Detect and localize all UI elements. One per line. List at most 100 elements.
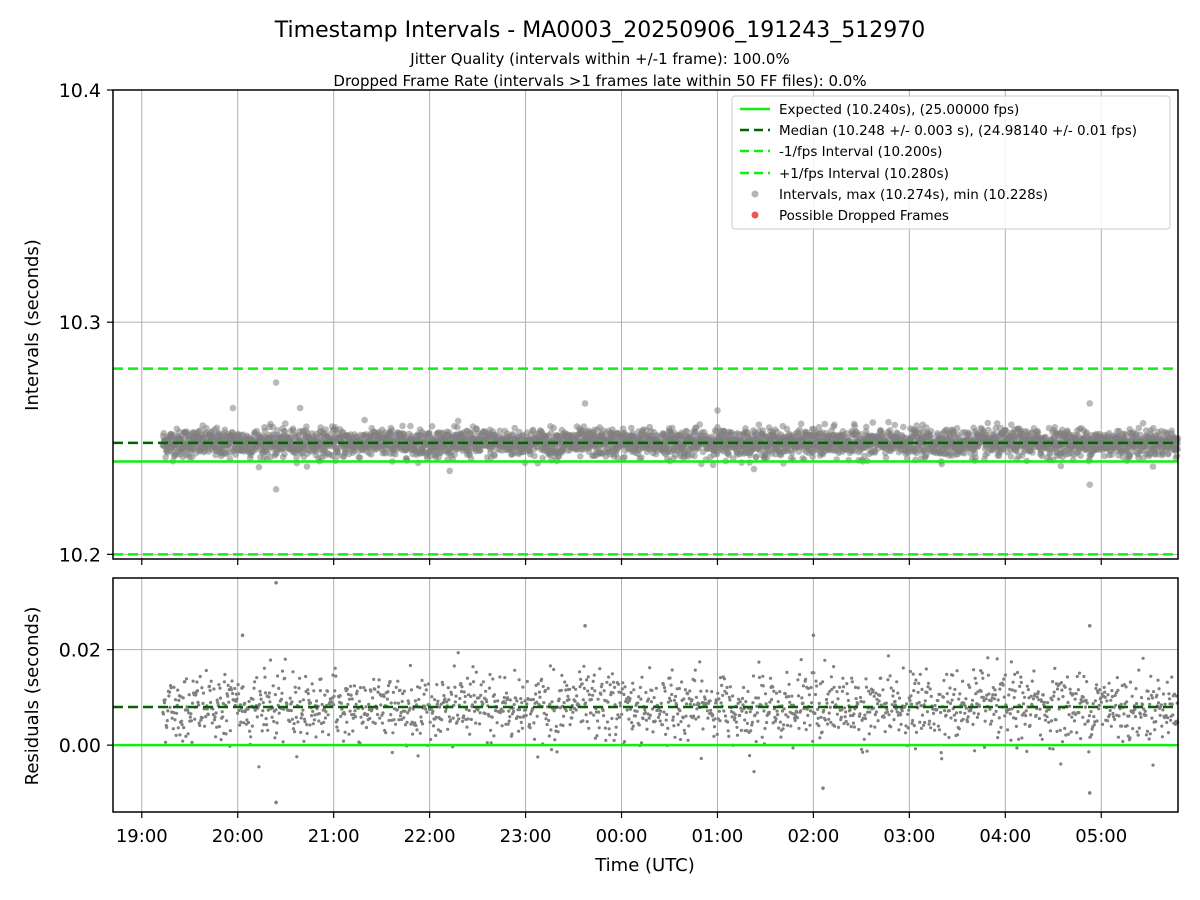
residual-point: [498, 675, 502, 679]
residual-point: [672, 698, 677, 702]
residual-point: [692, 703, 696, 707]
residual-point: [649, 700, 654, 704]
residual-point: [373, 721, 377, 726]
residual-point: [357, 699, 361, 703]
residual-point: [487, 686, 492, 690]
residual-point: [452, 664, 456, 668]
chart-subtitle-dropped: Dropped Frame Rate (intervals >1 frames …: [333, 72, 866, 90]
residual-point: [553, 738, 557, 742]
residual-point: [458, 696, 462, 701]
residual-point: [474, 721, 478, 725]
residual-point: [258, 689, 262, 694]
residual-point: [670, 668, 674, 672]
residual-point: [164, 740, 168, 744]
residual-point: [171, 727, 175, 731]
residual-point: [778, 690, 782, 694]
residual-point: [168, 705, 172, 709]
residual-point: [735, 733, 740, 737]
interval-point: [992, 425, 1000, 432]
interval-point: [857, 431, 865, 438]
residual-point: [223, 672, 227, 677]
residual-point: [671, 715, 675, 719]
residual-point: [826, 692, 830, 696]
residual-point: [597, 710, 601, 714]
residual-point: [627, 717, 631, 721]
interval-point-extreme: [272, 379, 280, 386]
residual-point: [552, 667, 556, 672]
residual-point: [630, 720, 634, 725]
residual-point: [420, 722, 425, 726]
residual-point: [613, 703, 617, 707]
residual-point: [520, 726, 525, 730]
residual-point: [402, 689, 406, 693]
residual-point: [582, 664, 586, 668]
residual-point: [354, 702, 358, 706]
residual-point: [238, 703, 242, 707]
residual-point: [373, 687, 377, 691]
residual-point: [398, 688, 402, 692]
residual-point: [777, 726, 781, 730]
residual-point: [294, 715, 298, 720]
residual-point: [349, 693, 353, 697]
residual-point: [323, 716, 327, 720]
residual-point: [423, 704, 427, 709]
residual-point: [504, 691, 509, 695]
residual-point: [796, 678, 800, 682]
residual-point: [673, 735, 677, 739]
residual-point: [306, 692, 310, 696]
residual-point: [659, 709, 663, 713]
residual-point: [665, 712, 669, 717]
interval-point: [1057, 462, 1065, 470]
residual-point: [543, 688, 548, 693]
residual-point: [752, 770, 756, 774]
interval-point: [763, 454, 771, 462]
residual-point: [308, 723, 312, 727]
interval-point: [1159, 450, 1166, 457]
residual-point: [767, 710, 772, 715]
residual-point: [695, 707, 699, 711]
residual-point: [817, 701, 821, 706]
residual-point: [281, 740, 285, 744]
residual-point: [683, 688, 688, 692]
residual-point: [797, 726, 801, 731]
residual-point: [451, 716, 455, 720]
interval-point: [255, 463, 263, 471]
residual-point: [568, 723, 572, 727]
residual-point: [434, 715, 438, 719]
residual-point: [310, 682, 314, 686]
residual-point: [176, 688, 180, 692]
residual-point: [465, 676, 470, 680]
residual-point: [768, 676, 773, 680]
residual-point: [216, 701, 220, 705]
residual-point: [602, 714, 606, 718]
interval-point: [580, 423, 588, 430]
residual-point: [430, 695, 434, 699]
residual-point: [542, 701, 546, 705]
residual-point: [470, 703, 474, 707]
residual-point: [395, 708, 399, 712]
residual-point: [394, 722, 398, 726]
residual-point: [334, 674, 338, 678]
residual-point: [268, 700, 272, 704]
residual-point: [283, 676, 287, 680]
residual-point: [502, 695, 506, 700]
residual-point: [577, 670, 582, 674]
residual-point: [408, 663, 412, 668]
residual-point: [586, 675, 590, 679]
residual-point: [296, 720, 300, 724]
residual-point: [822, 708, 826, 713]
residual-point: [586, 689, 590, 693]
residual-point: [660, 723, 665, 727]
residual-point: [517, 678, 521, 682]
residual-point: [780, 709, 785, 713]
residual-point: [631, 681, 635, 685]
residual-point: [253, 680, 257, 684]
top-y-tick-label: 10.3: [59, 312, 101, 334]
residual-point: [629, 690, 633, 695]
residual-point: [739, 706, 743, 710]
residual-point: [272, 719, 276, 724]
residual-point: [730, 715, 734, 719]
interval-point: [293, 454, 300, 462]
residual-point: [165, 719, 169, 723]
residual-point: [671, 718, 675, 722]
